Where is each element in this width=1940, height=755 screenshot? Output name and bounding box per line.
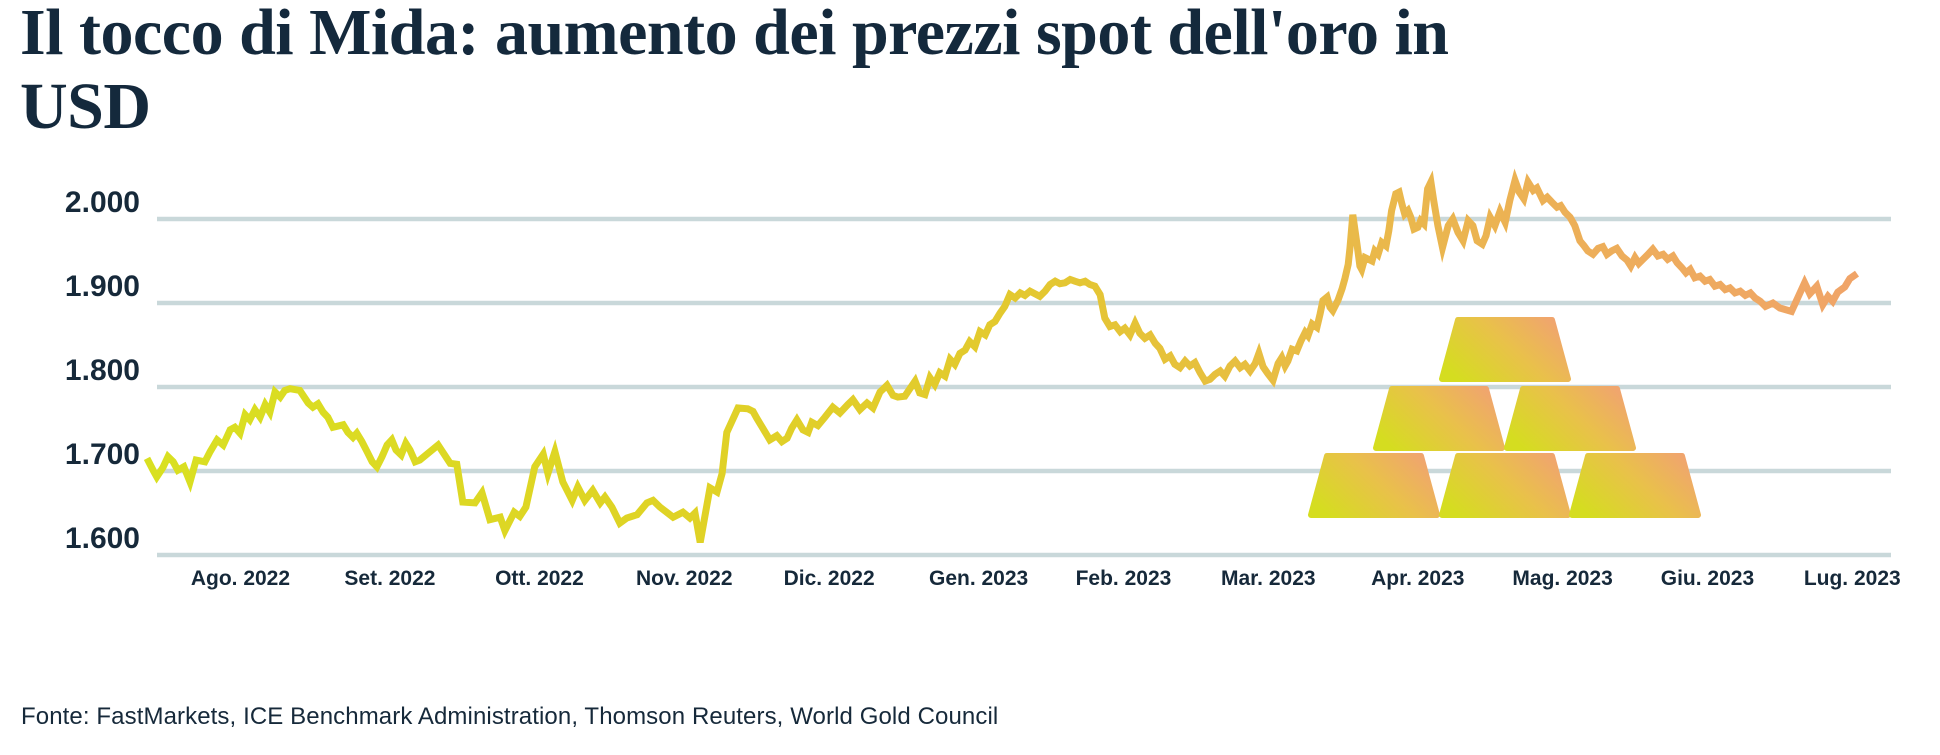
x-axis-tick-label: Set. 2022 — [344, 567, 435, 590]
gold-bar-icon — [1569, 453, 1701, 518]
x-axis-tick-label: Ott. 2022 — [495, 567, 584, 590]
x-axis-tick-label: Feb. 2023 — [1076, 567, 1172, 590]
source-note: Fonte: FastMarkets, ICE Benchmark Admini… — [21, 703, 999, 730]
gold-bar-icon — [1373, 386, 1505, 451]
gold-bar-icon — [1504, 386, 1636, 451]
x-axis-tick-label: Lug. 2023 — [1804, 567, 1901, 590]
gold-bar-icon — [1308, 453, 1440, 518]
x-axis-tick-label: Mag. 2023 — [1512, 567, 1612, 590]
x-axis-tick-label: Mar. 2023 — [1221, 567, 1316, 590]
gold-bars-illustration — [1308, 317, 1701, 518]
x-axis-labels-group: Ago. 2022 Set. 2022 Ott. 2022 Nov. 2022 Dic.… — [191, 567, 1901, 590]
x-axis-tick-label: Giu. 2023 — [1661, 567, 1754, 590]
page-title-line-2: USD — [20, 70, 151, 143]
y-axis-tick-label: 1.800 — [65, 354, 140, 387]
y-axis-tick-label: 1.600 — [65, 522, 140, 555]
y-axis-tick-label: 1.900 — [65, 270, 140, 303]
page-title: Il tocco di Mida: aumento dei prezzi spo… — [20, 0, 1800, 144]
x-axis-tick-label: Gen. 2023 — [929, 567, 1028, 590]
x-axis-tick-label: Nov. 2022 — [636, 567, 733, 590]
y-axis-tick-label: 1.700 — [65, 438, 140, 471]
gold-bar-icon — [1439, 453, 1571, 518]
x-axis-tick-label: Dic. 2022 — [784, 567, 875, 590]
gold-price-line — [143, 168, 1860, 544]
gold-bar-icon — [1439, 317, 1571, 382]
x-axis-tick-label: Ago. 2022 — [191, 567, 290, 590]
y-axis-tick-label: 2.000 — [65, 186, 140, 219]
x-axis-tick-label: Apr. 2023 — [1371, 567, 1464, 590]
page-title-line-1: Il tocco di Mida: aumento dei prezzi spo… — [20, 0, 1449, 69]
